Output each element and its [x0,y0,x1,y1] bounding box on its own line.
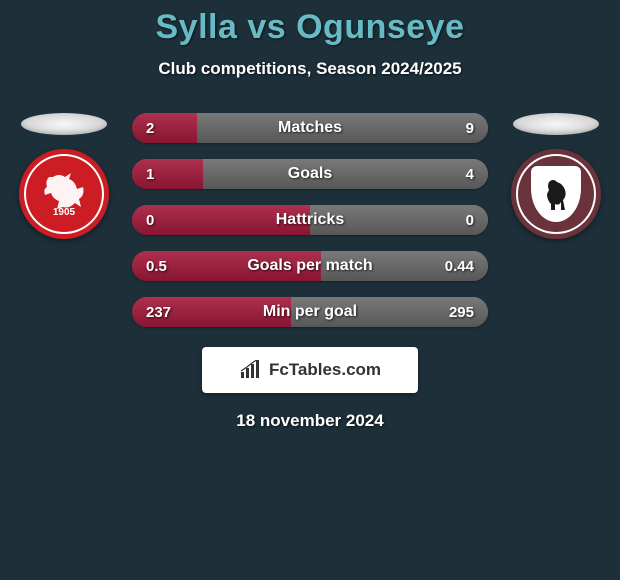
stat-label: Goals per match [132,251,488,281]
date-label: 18 november 2024 [0,411,620,431]
stat-label: Matches [132,113,488,143]
stat-value-right: 0 [466,205,474,235]
subtitle: Club competitions, Season 2024/2025 [0,59,620,79]
arezzo-shield [531,166,581,222]
page-title: Sylla vs Ogunseye [0,8,620,47]
stat-value-right: 0.44 [445,251,474,281]
left-feet-icon [21,113,107,135]
watermark-text: FcTables.com [269,360,381,380]
right-player-col [500,113,612,239]
stats-column: 2Matches9 1Goals4 0Hattricks0 0.5Goals per … [132,113,488,327]
perugia-crest-inner: 1905 [26,156,102,232]
stat-label: Min per goal [132,297,488,327]
right-feet-icon [513,113,599,135]
stat-bar: 237Min per goal295 [132,297,488,327]
left-player-col: 1905 [8,113,120,239]
stat-label: Goals [132,159,488,189]
stat-bar: 0.5Goals per match0.44 [132,251,488,281]
stat-bar: 1Goals4 [132,159,488,189]
griffin-icon: 1905 [29,159,99,229]
stat-value-right: 295 [449,297,474,327]
stat-value-right: 9 [466,113,474,143]
infographic-root: Sylla vs Ogunseye Club competitions, Sea… [0,0,620,431]
crest-year: 1905 [53,207,76,218]
chart-icon [239,360,263,380]
watermark: FcTables.com [202,347,418,393]
stat-label: Hattricks [132,205,488,235]
left-team-crest: 1905 [19,149,109,239]
stat-value-right: 4 [466,159,474,189]
body-row: 1905 2Matches9 1Goals4 0Hattricks0 0.5Goals… [0,113,620,327]
stat-bar: 0Hattricks0 [132,205,488,235]
stat-bar: 2Matches9 [132,113,488,143]
arezzo-crest-inner [518,156,594,232]
right-team-crest [511,149,601,239]
horse-icon [541,176,571,212]
